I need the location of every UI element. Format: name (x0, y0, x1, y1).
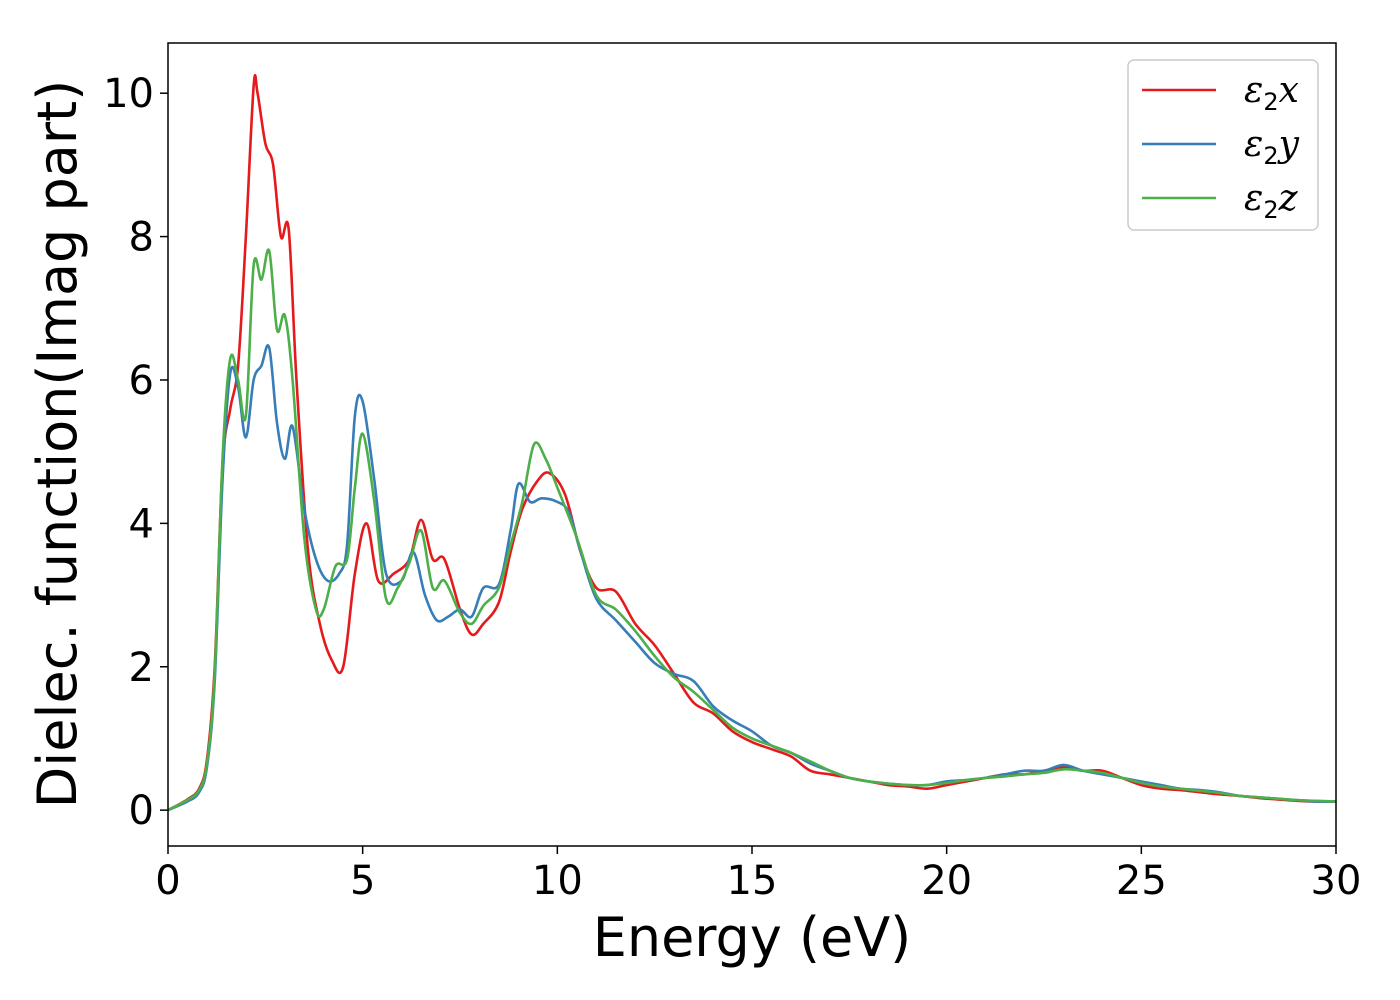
legend-label-z: ε2z (1244, 178, 1299, 224)
legend-box (1127, 59, 1319, 231)
y-axis-ticks: 0 2 4 6 8 10 (103, 71, 168, 834)
series-layer (167, 73, 1337, 812)
y-tick-label: 8 (129, 215, 154, 261)
y-tick-label: 10 (103, 71, 154, 117)
series-line-y (167, 344, 1337, 812)
y-tick-label: 2 (129, 645, 154, 691)
legend-label-x: ε2x (1244, 70, 1299, 116)
x-tick-label: 5 (350, 858, 375, 904)
series-line-z (167, 248, 1337, 812)
y-axis-label: Dielec. function(Imag part) (26, 80, 89, 809)
x-axis-label: Energy (eV) (593, 906, 912, 969)
y-tick-label: 6 (129, 358, 154, 404)
legend-label-y: ε2y (1244, 124, 1300, 170)
x-tick-label: 0 (155, 858, 180, 904)
x-axis-ticks: 0 5 10 15 20 25 30 (155, 846, 1361, 904)
y-tick-label: 0 (129, 788, 154, 834)
legend: ε2x ε2y ε2z (1127, 59, 1319, 231)
x-tick-label: 15 (727, 858, 778, 904)
x-tick-label: 20 (921, 858, 972, 904)
x-tick-label: 10 (532, 858, 583, 904)
y-tick-label: 4 (129, 501, 154, 547)
x-tick-label: 30 (1311, 858, 1362, 904)
x-tick-label: 25 (1116, 858, 1167, 904)
